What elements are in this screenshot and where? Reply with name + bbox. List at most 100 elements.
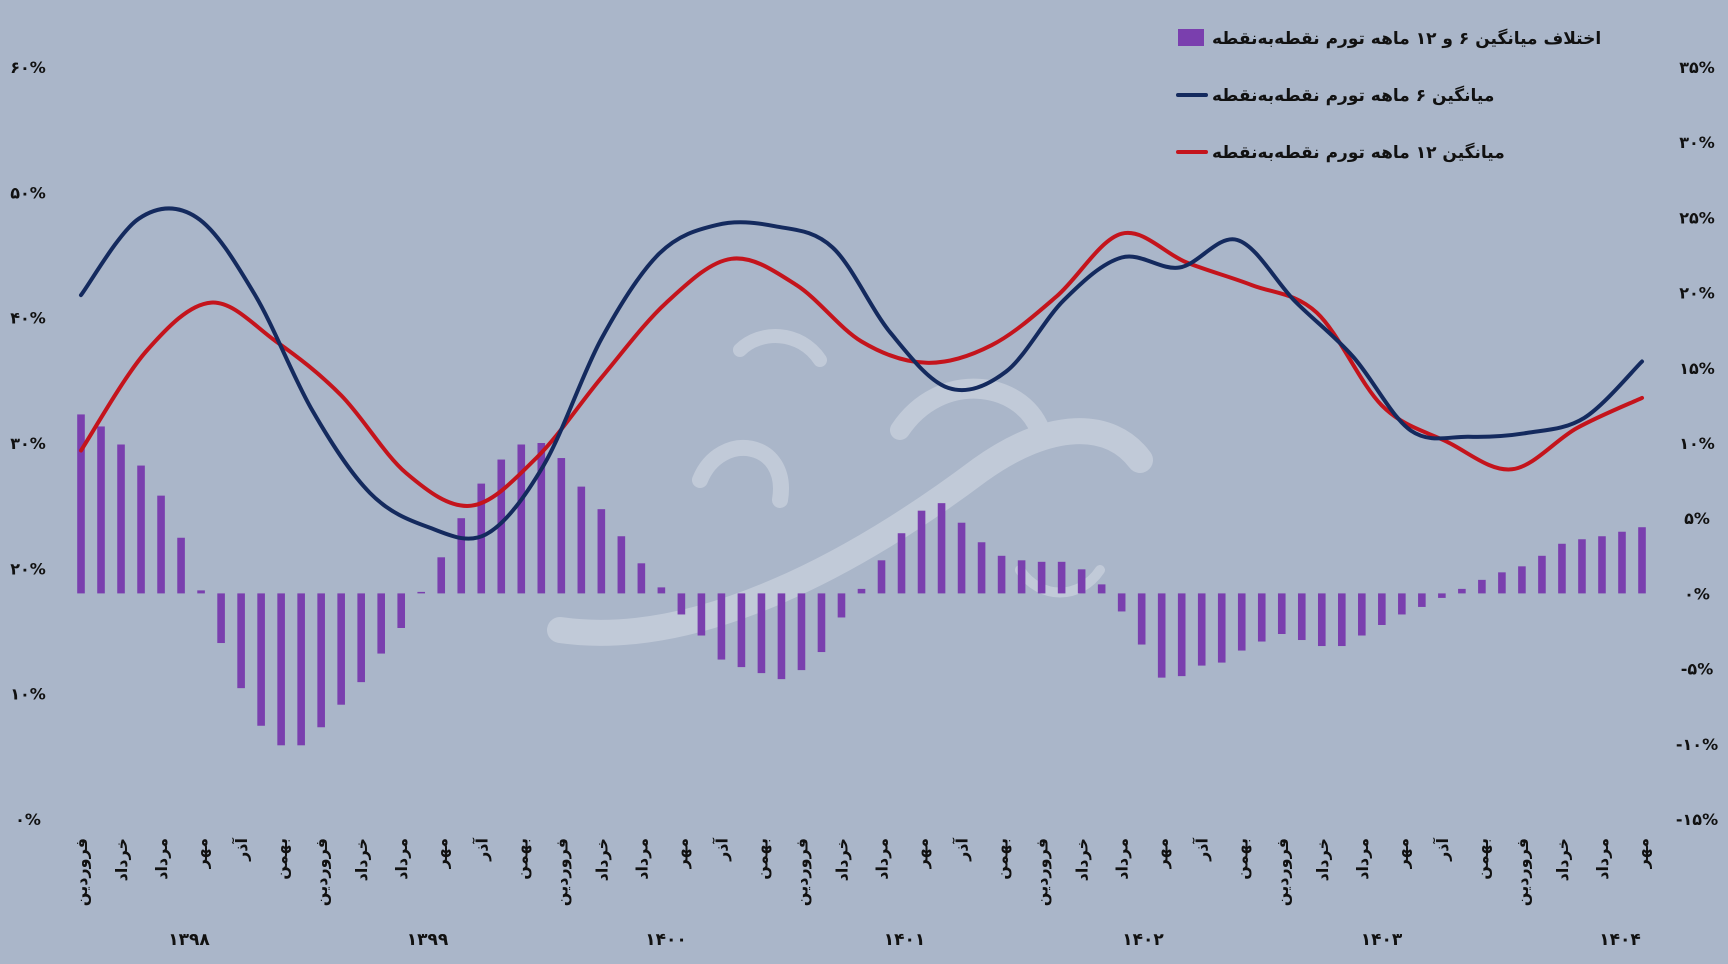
month-label: مرداد xyxy=(632,838,651,880)
bar-diff xyxy=(497,459,506,594)
bar-diff xyxy=(937,503,946,594)
month-label: خرداد xyxy=(833,838,852,881)
month-label: فروردین xyxy=(793,838,812,906)
bar-diff xyxy=(1638,527,1646,594)
left-axis-tick: ۶۰% xyxy=(10,58,46,77)
left-axis-tick: ۵۰% xyxy=(10,183,46,202)
line-6-month-avg xyxy=(79,206,1644,541)
month-label: بهمن xyxy=(272,838,291,880)
bar-diff xyxy=(177,537,185,594)
bar-diff xyxy=(1478,579,1486,594)
bar-diff xyxy=(137,465,145,594)
left-axis-tick: ۳۰% xyxy=(10,434,46,453)
bar-diff xyxy=(337,593,345,705)
bar-diff xyxy=(1598,536,1606,594)
bar-diff xyxy=(1297,593,1306,641)
bar-diff xyxy=(1237,593,1246,651)
legend-swatch-bar xyxy=(1178,29,1204,46)
bar-diff xyxy=(1378,593,1386,625)
bar-diff xyxy=(1418,593,1426,607)
bar-diff xyxy=(1277,593,1286,635)
bar-diff xyxy=(1317,593,1326,647)
bar-diff xyxy=(217,593,225,644)
bar-diff xyxy=(917,510,926,594)
month-label: خرداد xyxy=(1073,838,1092,881)
bar-diff xyxy=(157,495,165,594)
month-label: مهر xyxy=(1153,838,1172,869)
bar-diff xyxy=(1458,588,1466,594)
bar-diff xyxy=(77,414,85,594)
right-axis-tick: ۵% xyxy=(1684,509,1710,528)
month-label: فروردین xyxy=(1033,838,1052,906)
month-label: فروردین xyxy=(1513,838,1532,906)
bar-diff xyxy=(857,588,866,594)
bar-diff xyxy=(277,593,285,746)
bar-diff xyxy=(897,533,906,594)
legend-label: میانگین ۶ ماهه تورم نقطه‌به‌نقطه xyxy=(1212,85,1494,106)
year-label: ۱۴۰۰ xyxy=(645,930,687,950)
right-axis-tick: -۱۰% xyxy=(1676,735,1718,754)
year-label: ۱۳۹۹ xyxy=(407,930,449,950)
bar-diff xyxy=(97,426,105,594)
right-axis-tick: ۰% xyxy=(1684,584,1710,603)
year-label: ۱۴۰۱ xyxy=(884,930,926,950)
month-label: مهر xyxy=(1633,838,1652,869)
bar-diff xyxy=(837,593,846,618)
bar-diff xyxy=(1057,561,1066,594)
right-axis-tick: ۱۰% xyxy=(1679,434,1715,453)
month-label: آذر xyxy=(471,837,491,861)
bar-diff xyxy=(657,587,666,594)
bar-diff xyxy=(737,593,746,668)
bar-diff xyxy=(597,509,606,594)
bar-diff xyxy=(1017,560,1026,594)
bar-diff xyxy=(997,555,1006,594)
bar-diff xyxy=(1398,593,1406,615)
month-label: بهمن xyxy=(1233,838,1252,880)
month-label: خرداد xyxy=(592,838,611,881)
month-label: فروردین xyxy=(552,838,571,906)
bar-diff xyxy=(237,593,245,689)
month-label: آذر xyxy=(952,837,972,861)
month-label: مرداد xyxy=(1353,838,1372,880)
month-label: خرداد xyxy=(1553,838,1572,881)
bar-diff xyxy=(1197,593,1206,666)
bar-diff xyxy=(1438,593,1446,598)
month-label: خرداد xyxy=(112,838,131,881)
month-label: آذر xyxy=(711,837,731,861)
bar-diff xyxy=(257,593,265,726)
bar-diff xyxy=(1498,572,1506,594)
bar-diff xyxy=(717,593,726,660)
bar-diff xyxy=(957,522,966,594)
month-label: مهر xyxy=(1393,838,1412,869)
bar-diff xyxy=(777,593,786,680)
bar-diff xyxy=(377,593,385,654)
month-label: مرداد xyxy=(392,838,411,880)
legend-label: اختلاف میانگین ۶ و ۱۲ ماهه تورم نقطه‌به‌… xyxy=(1212,28,1601,49)
bar-diff xyxy=(617,536,626,594)
month-label: مهر xyxy=(913,838,932,869)
legend-label: میانگین ۱۲ ماهه تورم نقطه‌به‌نقطه xyxy=(1212,142,1505,163)
bar-diff xyxy=(317,593,325,728)
bar-diff xyxy=(1217,593,1226,663)
bar-diff xyxy=(797,593,806,671)
bar-diff xyxy=(977,542,986,594)
bar-diff xyxy=(637,563,646,594)
bar-diff xyxy=(577,486,586,594)
bar-diff xyxy=(1177,593,1186,677)
bar-diff xyxy=(1578,539,1586,594)
month-label: مهر xyxy=(192,838,211,869)
month-label: بهمن xyxy=(1473,838,1492,880)
month-label: فروردین xyxy=(1273,838,1292,906)
bar-diff xyxy=(1037,561,1046,594)
year-label: ۱۴۰۳ xyxy=(1361,930,1403,950)
bar-diff xyxy=(437,557,446,594)
line-12-month-avg xyxy=(79,230,1644,508)
year-label: ۱۳۹۸ xyxy=(168,930,210,950)
bar-diff xyxy=(557,458,566,594)
month-label: فروردین xyxy=(312,838,331,906)
bar-diff xyxy=(1358,593,1366,636)
bar-diff xyxy=(1338,593,1346,647)
bar-diff xyxy=(1097,584,1106,594)
